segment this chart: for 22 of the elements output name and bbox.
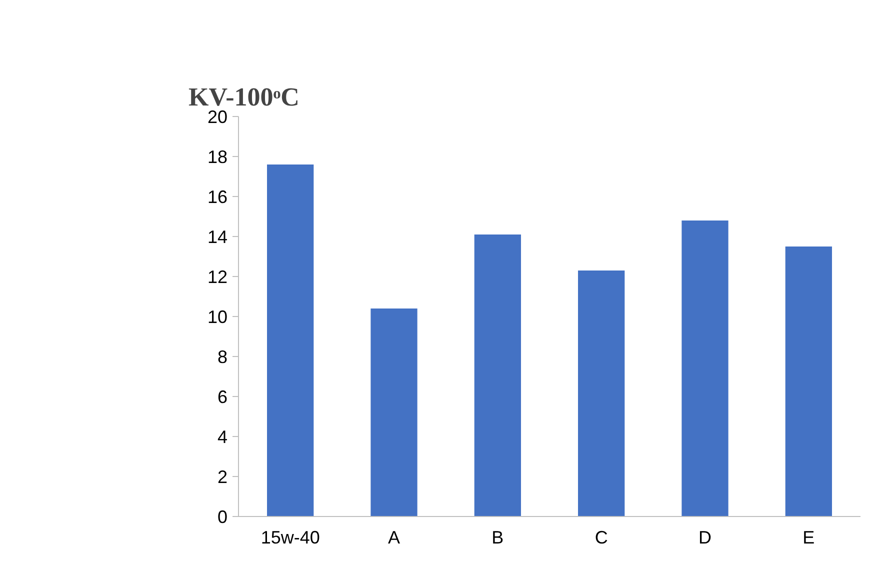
y-tick-label: 16 [207, 187, 228, 207]
y-tick-label: 2 [217, 467, 228, 487]
bar [682, 220, 728, 516]
y-tick-label: 18 [207, 147, 228, 167]
bar [785, 246, 832, 516]
y-tick-label: 12 [207, 267, 228, 287]
y-tick-label: 8 [217, 347, 228, 367]
x-tick-label: E [802, 528, 815, 548]
x-tick-label: D [698, 528, 712, 548]
y-tick-label: 6 [217, 387, 228, 407]
bar [474, 234, 521, 516]
y-tick-label: 10 [207, 307, 228, 327]
y-tick-label: 0 [217, 507, 228, 527]
x-tick-label: B [492, 528, 504, 548]
x-tick-label: C [594, 528, 608, 548]
bar [370, 308, 418, 516]
y-tick-label: 4 [217, 427, 228, 447]
bar [578, 270, 625, 516]
bar [267, 164, 314, 516]
x-tick-label: A [388, 528, 400, 548]
x-tick-label: 15w-40 [260, 528, 320, 548]
y-tick-label: 14 [207, 227, 228, 247]
